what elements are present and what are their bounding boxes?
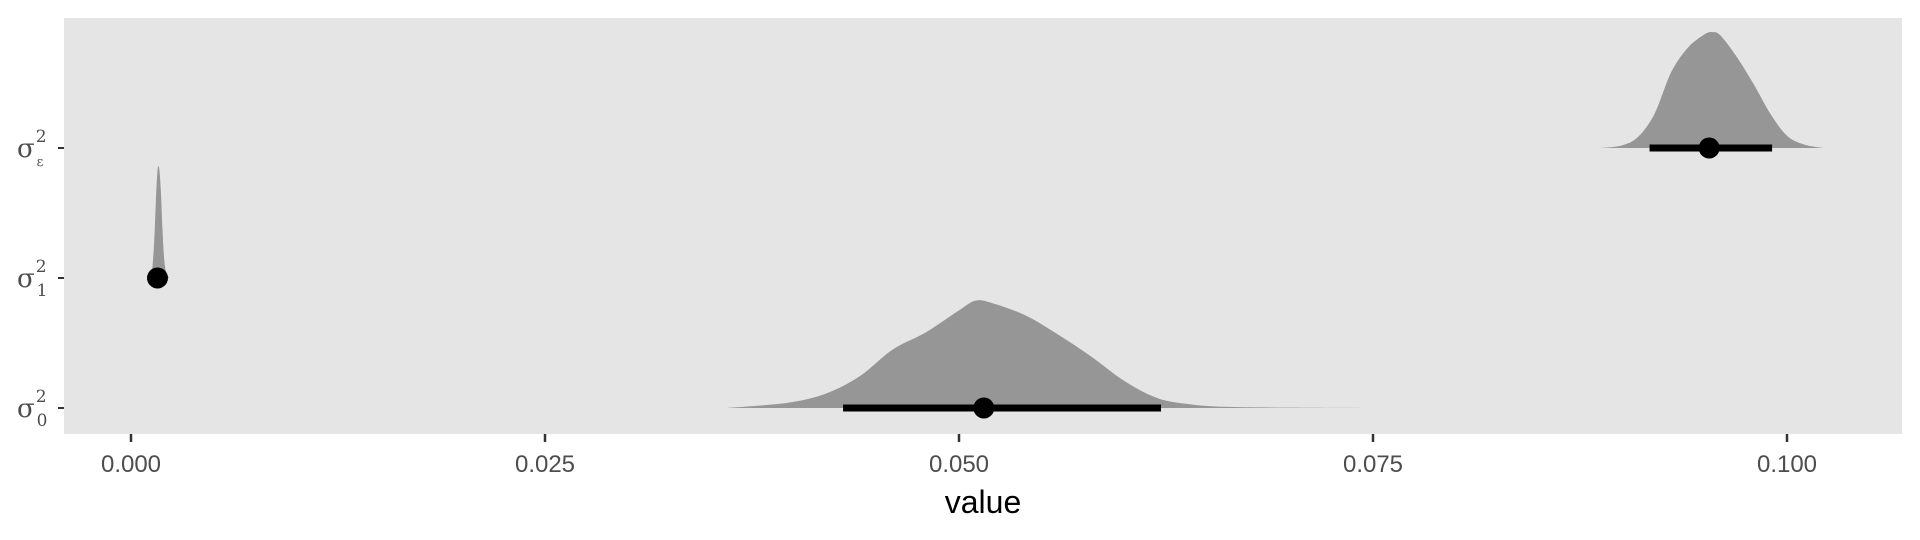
y-tick-label-0: σ2 0 (17, 387, 47, 431)
x-axis: 0.000 0.025 0.050 0.075 0.100 (101, 434, 1817, 478)
density-2 (1601, 32, 1824, 148)
x-tick-label-4: 0.100 (1757, 451, 1817, 478)
density-0 (727, 300, 1373, 408)
y-tick-label-1: σ2 1 (17, 257, 47, 301)
y-axis: σ2 0 σ2 1 σ2 ε (17, 127, 64, 431)
y-tick-label-2: σ2 ε (17, 127, 47, 170)
point-estimate-1 (146, 267, 168, 289)
density-1 (150, 166, 170, 278)
x-tick-label-1: 0.025 (515, 451, 575, 478)
interval-layer (146, 137, 1773, 419)
x-tick-label-2: 0.050 (929, 451, 989, 478)
point-estimate-0 (973, 397, 995, 419)
x-tick-label-0: 0.000 (101, 451, 161, 478)
x-tick-label-3: 0.075 (1343, 451, 1403, 478)
x-axis-title: value (945, 484, 1022, 520)
point-estimate-2 (1698, 137, 1720, 159)
density-layer (150, 32, 1824, 408)
